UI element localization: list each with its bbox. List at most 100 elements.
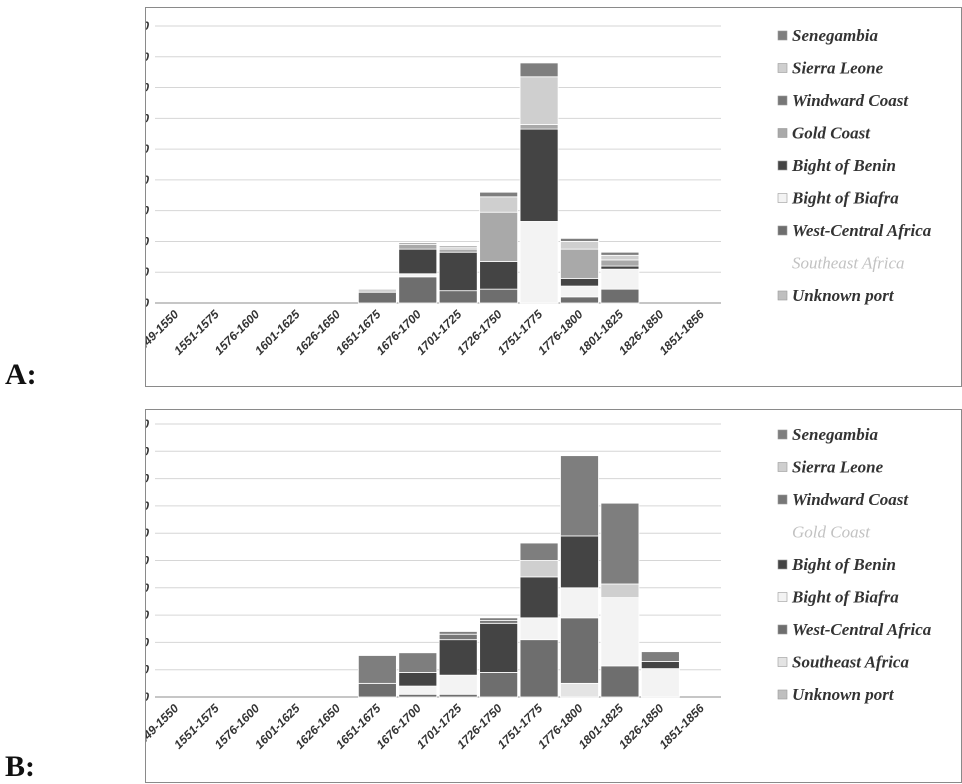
chart-b-x-tick-label: 1851-1856 — [656, 701, 707, 752]
chart-a-bar-segment — [519, 62, 559, 78]
chart-a-legend-label: Bight of Benin — [791, 156, 896, 175]
chart-b-legend-swatch — [777, 494, 788, 505]
chart-b-legend-label: Unknown port — [792, 685, 895, 704]
chart-b-legend-swatch — [777, 429, 788, 440]
chart-b-legend-swatch — [777, 624, 788, 635]
chart-b-bar-segment — [438, 633, 478, 641]
chart-b-y-tick-label: 2,500 — [146, 554, 149, 568]
chart-b-bar-segment — [438, 674, 478, 695]
chart-b-y-tick-label: 4,000 — [146, 472, 149, 486]
chart-b-bar-segment — [479, 620, 519, 624]
chart-b-legend-label: West-Central Africa — [792, 620, 932, 639]
chart-b-y-tick-label: 0 — [146, 690, 149, 704]
chart-a-frame: 0 10,000 20,000 30,000 40,000 50,000 60,000 70,… — [145, 7, 962, 387]
chart-a-legend-swatch — [777, 258, 788, 268]
chart-a-legend-label: Unknown port — [792, 286, 895, 305]
chart-b-bar-segment — [640, 651, 680, 662]
chart-b-y-tick-label: 4,500 — [146, 444, 149, 458]
chart-a-bar-segment — [560, 285, 599, 298]
chart-a-bar-segment — [600, 265, 640, 270]
chart-b: 0 500 1,000 1,500 2,000 2,500 3,000 3,500 4,000 4… — [146, 417, 932, 752]
chart-b-legend-label: Sierra Leone — [792, 458, 884, 477]
chart-a-legend-label: Senegambia — [792, 26, 878, 45]
chart-a-bar-segment — [600, 288, 640, 304]
chart-b-legend-swatch — [777, 527, 788, 537]
chart-b-bar-segment — [438, 693, 478, 698]
panel-a-label: A: — [5, 358, 37, 391]
chart-a-bar-segment — [438, 245, 478, 249]
chart-b-bar-segment — [398, 685, 438, 695]
chart-b-legend-swatch — [777, 592, 788, 602]
chart-a-legend-label: Gold Coast — [792, 124, 871, 143]
chart-b-bar-segment — [519, 560, 559, 578]
chart-b-bar-segment — [600, 665, 640, 698]
chart-a-bar-segment — [560, 241, 599, 250]
chart-a-bar-segment — [438, 248, 478, 253]
chart-a-y-tick-label: 10,000 — [146, 265, 149, 279]
chart-a-legend-label: Windward Coast — [792, 91, 909, 110]
chart-b-bar-segment — [519, 617, 559, 641]
chart-a-x-tick-label: 1851-1856 — [656, 307, 707, 358]
chart-a-bar-segment — [398, 276, 438, 304]
chart-a-legend-swatch — [777, 160, 788, 171]
chart-b-bar-segment — [640, 668, 680, 698]
chart-a-y-tick-label: 60,000 — [146, 111, 149, 125]
chart-b-bar-segment — [519, 576, 559, 619]
chart-b-legend-label: Bight of Biafra — [791, 588, 899, 607]
chart-b-bar-segment — [479, 672, 519, 698]
chart-b-bar-segment — [560, 617, 599, 684]
chart-b-bar-segment — [600, 597, 640, 667]
chart-b-y-tick-label: 500 — [146, 663, 149, 677]
chart-a-bar-segment — [519, 221, 559, 304]
chart-a-legend-label: Bight of Biafra — [791, 189, 899, 208]
chart-b-y-tick-label: 5,000 — [146, 417, 149, 431]
chart-b-legend-swatch — [777, 657, 788, 667]
chart-a-bar-segment — [600, 268, 640, 290]
chart-a-legend-swatch — [777, 128, 788, 138]
chart-b-legend-swatch — [777, 462, 788, 472]
chart-a-legend-swatch — [777, 63, 788, 73]
chart-b-bar-segment — [479, 622, 519, 673]
chart-a-bar-segment — [479, 196, 519, 213]
chart-b-legend-swatch — [777, 559, 788, 570]
chart-a-bar-segment — [357, 288, 397, 293]
chart-a-bar-segment — [600, 259, 640, 267]
chart-b-legend-swatch — [777, 689, 788, 700]
chart-b-bar-segment — [438, 631, 478, 635]
chart-a-legend-swatch — [777, 225, 788, 236]
chart-b-bar-segment — [479, 617, 519, 621]
chart-a-legend-label: Southeast Africa — [792, 254, 905, 273]
chart-b-legend-label: Southeast Africa — [792, 653, 909, 672]
chart-b-bar-segment — [560, 455, 599, 537]
chart-a-bar-segment — [398, 248, 438, 275]
chart-a-y-tick-label: 30,000 — [146, 204, 149, 218]
chart-a-bar-segment — [398, 273, 438, 278]
chart-b-legend-label: Senegambia — [792, 425, 878, 444]
chart-b-bar-segment — [357, 655, 397, 684]
chart-b-bar-segment — [560, 682, 599, 698]
chart-b-y-tick-label: 2,000 — [146, 581, 149, 595]
chart-a-bar-segment — [479, 288, 519, 304]
chart-a-bar-segment — [438, 290, 478, 304]
chart-b-bar-segment — [600, 502, 640, 585]
chart-a-bar-segment — [479, 211, 519, 262]
chart-a-legend-label: West-Central Africa — [792, 221, 932, 240]
chart-b-bar-segment — [519, 542, 559, 561]
chart-a-legend-label: Sierra Leone — [792, 59, 884, 78]
chart-a-bar-segment — [398, 242, 438, 245]
chart-a-y-tick-label: 50,000 — [146, 142, 149, 156]
chart-a-legend-swatch — [777, 30, 788, 41]
chart-b-y-tick-label: 1,000 — [146, 635, 149, 649]
chart-a-bar-segment — [519, 124, 559, 130]
chart-b-frame: 0 500 1,000 1,500 2,000 2,500 3,000 3,500 4,000 4… — [145, 409, 962, 783]
chart-a-y-tick-label: 20,000 — [146, 234, 149, 248]
chart-b-y-tick-label: 3,500 — [146, 499, 149, 513]
chart-a-y-tick-label: 0 — [146, 296, 149, 310]
chart-a-bar-segment — [479, 261, 519, 290]
chart-a-bar-segment — [357, 291, 397, 304]
chart-a-bar-segment — [560, 296, 599, 304]
chart-b-legend-label: Windward Coast — [792, 490, 909, 509]
chart-a-bar-segment — [519, 128, 559, 222]
chart-a-legend-swatch — [777, 290, 788, 301]
chart-b-bar-segment — [600, 583, 640, 599]
